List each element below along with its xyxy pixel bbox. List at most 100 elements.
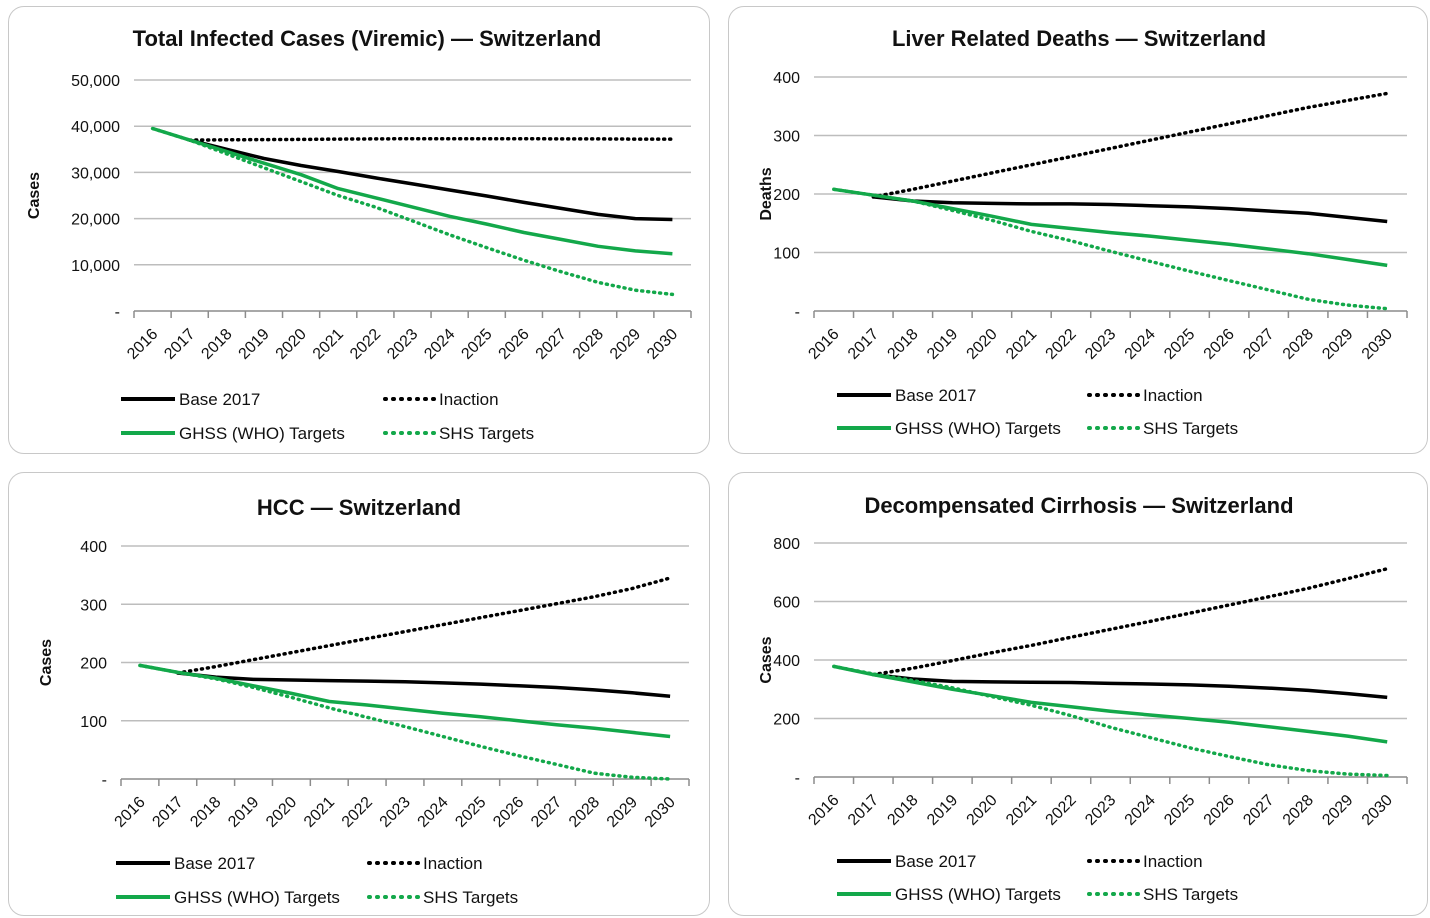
y-tick-label: 400	[773, 70, 800, 87]
series-line-inaction	[187, 136, 675, 142]
x-tick-label: 2024	[415, 794, 452, 831]
x-tick-label: 2030	[644, 326, 681, 363]
x-tick-label: 2016	[124, 326, 161, 363]
x-tick-label: 2021	[1003, 326, 1040, 363]
y-tick-label: 200	[773, 187, 800, 204]
x-tick-label: 2019	[924, 792, 961, 829]
y-tick-label: 400	[773, 653, 800, 670]
x-tick-label: 2027	[1240, 326, 1277, 363]
chart-panel-liver-deaths: Liver Related Deaths — Switzerland Deaths…	[728, 6, 1428, 454]
x-tick-label: 2027	[528, 794, 565, 831]
series-line-base-2017	[873, 672, 1388, 700]
x-tick-label: 2019	[924, 326, 961, 363]
x-tick-label: 2027	[533, 326, 570, 363]
x-tick-label: 2018	[187, 794, 224, 831]
y-axis-label: Deaths	[758, 167, 775, 220]
chart-liver-deaths: Liver Related Deaths — Switzerland Deaths…	[758, 26, 1408, 438]
chart-decompensated-cirrhosis: Decompensated Cirrhosis — Switzerland Cas…	[758, 493, 1408, 904]
x-tick-label: 2028	[1280, 792, 1317, 829]
legend-label: Inaction	[1143, 386, 1203, 405]
x-tick-label: 2020	[964, 326, 1001, 363]
y-tick-label: -	[795, 770, 800, 787]
legend-label: Inaction	[1143, 852, 1203, 871]
x-tick-label: 2016	[805, 792, 842, 829]
legend-label: Base 2017	[895, 852, 976, 871]
x-tick-label: 2023	[1082, 326, 1119, 363]
x-tick-label: 2028	[570, 326, 607, 363]
series-line-ghss-who-targets	[833, 664, 1388, 744]
y-axis-label: Cases	[38, 639, 55, 686]
x-tick-label: 2019	[236, 326, 273, 363]
chart-title: Decompensated Cirrhosis — Switzerland	[864, 493, 1293, 518]
y-tick-label: 50,000	[71, 73, 120, 90]
x-tick-label: 2022	[347, 326, 384, 363]
x-tick-label: 2021	[301, 794, 338, 831]
y-tick-label: 100	[80, 714, 107, 731]
y-tick-label: 400	[80, 539, 107, 556]
chart-panel-decompensated-cirrhosis: Decompensated Cirrhosis — Switzerland Cas…	[728, 472, 1428, 916]
x-tick-label: 2026	[496, 326, 533, 363]
y-tick-label: 30,000	[71, 165, 120, 182]
x-tick-label: 2026	[490, 794, 527, 831]
x-tick-label: 2022	[339, 794, 376, 831]
x-tick-label: 2017	[845, 326, 882, 363]
x-tick-label: 2016	[805, 326, 842, 363]
chart-panel-total-infected: Total Infected Cases (Viremic) — Switzer…	[8, 6, 710, 454]
x-tick-label: 2029	[604, 794, 641, 831]
x-tick-label: 2021	[310, 326, 347, 363]
chart-title: HCC — Switzerland	[257, 495, 461, 520]
legend-label: SHS Targets	[1143, 885, 1238, 904]
legend-label: SHS Targets	[423, 888, 518, 907]
x-tick-label: 2017	[161, 326, 198, 363]
chart-total-infected: Total Infected Cases (Viremic) — Switzer…	[26, 26, 692, 443]
y-tick-label: 800	[773, 536, 800, 553]
x-tick-label: 2018	[884, 792, 921, 829]
x-tick-label: 2029	[1319, 792, 1356, 829]
y-tick-label: 200	[80, 656, 107, 673]
y-tick-label: -	[115, 304, 120, 321]
x-tick-label: 2026	[1201, 326, 1238, 363]
x-tick-label: 2030	[1359, 326, 1396, 363]
x-tick-label: 2026	[1201, 792, 1238, 829]
series-line-ghss-who-targets	[139, 663, 671, 739]
x-tick-label: 2017	[149, 794, 186, 831]
x-tick-label: 2030	[1359, 792, 1396, 829]
series-line-inaction	[176, 576, 672, 675]
x-tick-label: 2020	[263, 794, 300, 831]
legend-label: SHS Targets	[439, 424, 534, 443]
x-tick-label: 2025	[1161, 326, 1198, 363]
chart-panel-hcc: HCC — Switzerland Cases -100 200 300 400 2016 2…	[8, 472, 710, 916]
x-tick-label: 2024	[1122, 792, 1159, 829]
y-tick-label: 40,000	[71, 119, 120, 136]
chart-title: Total Infected Cases (Viremic) — Switzer…	[133, 26, 602, 51]
x-tick-label: 2029	[1319, 326, 1356, 363]
y-axis-label: Cases	[758, 636, 775, 683]
chart-title: Liver Related Deaths — Switzerland	[892, 26, 1266, 51]
x-tick-label: 2017	[845, 792, 882, 829]
x-tick-label: 2029	[607, 326, 644, 363]
legend-label: GHSS (WHO) Targets	[895, 419, 1061, 438]
x-tick-label: 2024	[421, 326, 458, 363]
y-tick-label: 10,000	[71, 258, 120, 275]
series-line-base-2017	[873, 195, 1388, 224]
y-tick-label: -	[795, 304, 800, 321]
x-tick-label: 2018	[884, 326, 921, 363]
x-tick-label: 2028	[1280, 326, 1317, 363]
series-line-base-2017	[177, 671, 671, 699]
series-line-inaction	[871, 91, 1389, 199]
x-tick-label: 2023	[377, 794, 414, 831]
x-tick-label: 2019	[225, 794, 262, 831]
series-line-ghss-who-targets	[152, 126, 673, 256]
x-tick-label: 2025	[452, 794, 489, 831]
y-axis-label: Cases	[26, 172, 43, 219]
series-line-ghss-who-targets	[833, 187, 1388, 268]
y-tick-label: 200	[773, 712, 800, 729]
x-tick-label: 2025	[1161, 792, 1198, 829]
x-tick-label: 2021	[1003, 792, 1040, 829]
legend-label: SHS Targets	[1143, 419, 1238, 438]
x-tick-label: 2022	[1043, 326, 1080, 363]
series-line-shs-targets	[832, 664, 1389, 778]
x-tick-label: 2024	[1122, 326, 1159, 363]
series-line-shs-targets	[832, 187, 1389, 311]
